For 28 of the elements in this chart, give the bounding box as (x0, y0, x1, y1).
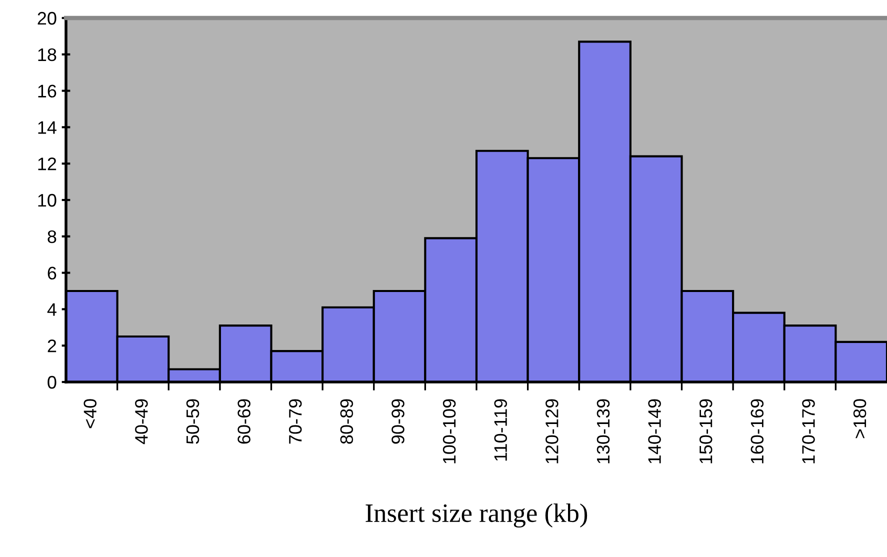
x-tick-label: 160-169 (750, 399, 764, 464)
x-tick-label: 70-79 (288, 399, 302, 444)
y-tick-label: 18 (38, 48, 56, 62)
x-tick-label: 150-159 (699, 399, 712, 464)
x-axis-title: Insert size range (kb) (366, 504, 588, 528)
x-tick-label: 110-119 (494, 399, 508, 461)
y-tick-label: 20 (38, 12, 56, 25)
x-tick-label: 140-149 (648, 399, 661, 464)
x-tick-label: 130-139 (596, 399, 610, 464)
x-tick-label: 40-49 (135, 399, 148, 444)
x-tick-label: 60-69 (238, 399, 250, 444)
x-tick-label: >180 (853, 399, 866, 438)
y-tick-label: 4 (47, 303, 56, 316)
y-tick-label: 16 (38, 84, 56, 98)
x-tick-label: 100-109 (442, 399, 456, 464)
y-tick-label: 14 (38, 121, 56, 134)
y-tick-label: 8 (48, 230, 56, 244)
x-tick-label: 50-59 (186, 399, 200, 444)
x-tick-label: <40 (84, 399, 97, 428)
y-tick-label: 2 (48, 340, 56, 352)
x-tick-label: 80-89 (340, 399, 354, 444)
x-tick-label: 120-129 (546, 399, 558, 464)
y-tick-label: 10 (38, 194, 56, 207)
y-tick-label: 12 (38, 158, 56, 170)
y-tick-label: 0 (48, 376, 56, 389)
x-tick-label: 90-99 (392, 399, 404, 444)
x-tick-label: 170-179 (802, 399, 815, 464)
y-tick-label: 6 (48, 266, 56, 280)
